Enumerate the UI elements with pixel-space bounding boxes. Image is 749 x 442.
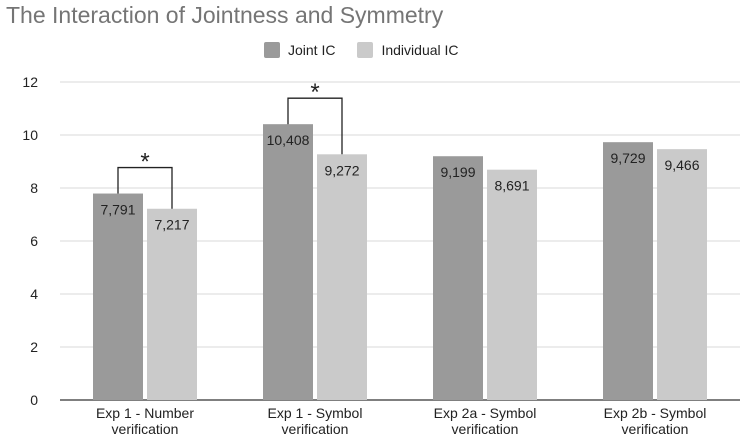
- bar-individual-ic-2: [487, 169, 537, 400]
- legend: Joint IC Individual IC: [264, 40, 481, 60]
- legend-label-individual-ic: Individual IC: [381, 42, 459, 58]
- y-tick-label-12: 12: [22, 74, 38, 90]
- bar-individual-ic-1: [317, 154, 367, 400]
- category-label-2-line-0: Exp 2a - Symbol: [434, 405, 537, 421]
- legend-swatch-individual-ic: [357, 42, 374, 58]
- category-label-3-line-1: verification: [622, 421, 689, 437]
- y-tick-label-8: 8: [30, 180, 38, 196]
- bar-joint-ic-3: [603, 142, 653, 400]
- category-label-2-line-1: verification: [452, 421, 519, 437]
- data-label-joint-ic-3: 9,729: [610, 150, 645, 166]
- category-label-0-line-0: Exp 1 - Number: [96, 405, 194, 421]
- significance-star-1: *: [310, 79, 319, 106]
- data-label-individual-ic-3: 9,466: [664, 157, 699, 173]
- bar-joint-ic-0: [93, 193, 143, 400]
- chart-title: The Interaction of Jointness and Symmetr…: [6, 2, 444, 28]
- data-label-individual-ic-0: 7,217: [154, 217, 189, 233]
- y-tick-label-10: 10: [22, 127, 38, 143]
- y-tick-label-4: 4: [30, 286, 38, 302]
- category-label-1-line-1: verification: [282, 421, 349, 437]
- category-label-1-line-0: Exp 1 - Symbol: [268, 405, 363, 421]
- data-label-joint-ic-0: 7,791: [100, 202, 135, 218]
- category-label-0-line-1: verification: [112, 421, 179, 437]
- y-tick-label-0: 0: [30, 392, 38, 408]
- legend-item-individual-ic: Individual IC: [357, 42, 459, 58]
- bar-joint-ic-2: [433, 156, 483, 400]
- bar-joint-ic-1: [263, 124, 313, 401]
- significance-bracket-1: [287, 97, 343, 155]
- significance-star-0: *: [140, 149, 149, 176]
- y-tick-label-6: 6: [30, 233, 38, 249]
- bar-individual-ic-0: [147, 208, 197, 400]
- legend-label-joint-ic: Joint IC: [288, 42, 336, 58]
- data-label-individual-ic-1: 9,272: [324, 162, 359, 178]
- data-label-joint-ic-1: 10,408: [267, 132, 310, 148]
- bar-individual-ic-3: [657, 149, 707, 400]
- significance-bracket-0: [117, 166, 173, 209]
- category-label-3-line-0: Exp 2b - Symbol: [604, 405, 707, 421]
- legend-swatch-joint-ic: [264, 42, 280, 58]
- legend-item-joint-ic: Joint IC: [264, 42, 335, 58]
- data-label-joint-ic-2: 9,199: [440, 164, 475, 180]
- data-label-individual-ic-2: 8,691: [494, 178, 529, 194]
- y-tick-label-2: 2: [30, 339, 38, 355]
